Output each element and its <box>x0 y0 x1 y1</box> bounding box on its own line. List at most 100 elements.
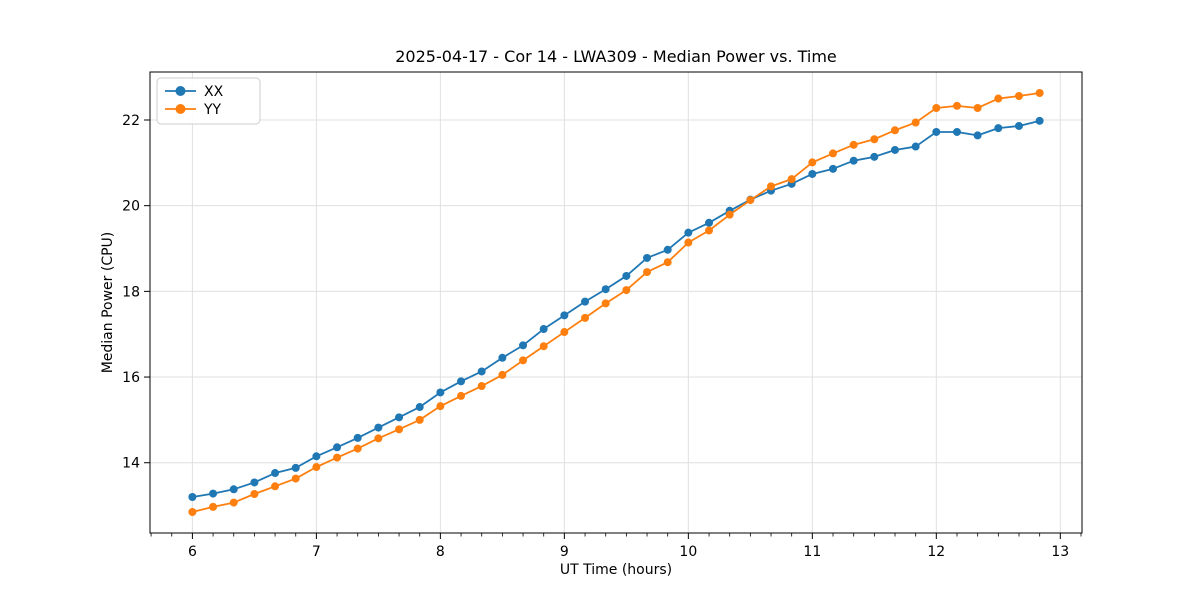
x-tick-label: 6 <box>188 544 197 560</box>
x-tick-label: 10 <box>679 544 697 560</box>
data-point <box>973 103 982 112</box>
x-ticks-group <box>191 533 1061 539</box>
chart-title: 2025-04-17 - Cor 14 - LWA309 - Median Po… <box>395 47 837 66</box>
data-point <box>684 228 693 237</box>
data-point <box>601 285 610 294</box>
data-point <box>787 175 796 184</box>
data-point <box>250 478 259 487</box>
x-tick-label: 9 <box>560 544 569 560</box>
x-tick-label: 8 <box>436 544 445 560</box>
legend-item-label: XX <box>204 84 224 100</box>
data-point <box>271 469 280 478</box>
data-point <box>994 94 1003 103</box>
data-point <box>725 210 734 219</box>
data-point <box>849 156 858 165</box>
data-point <box>622 271 631 280</box>
data-point <box>643 253 652 262</box>
data-point <box>829 149 837 158</box>
data-point <box>622 286 631 295</box>
data-point <box>601 299 610 308</box>
y-tick-label: 20 <box>122 199 140 215</box>
legend-marker <box>175 86 186 96</box>
data-point <box>911 118 920 127</box>
plot-background <box>150 72 1082 533</box>
y-ticks-group <box>144 119 150 464</box>
data-point <box>291 463 300 472</box>
data-point <box>643 268 652 277</box>
x-axis-label: UT Time (hours) <box>560 562 672 578</box>
data-point <box>539 342 548 351</box>
data-point <box>498 370 507 379</box>
data-point <box>1014 91 1023 100</box>
data-point <box>353 444 362 453</box>
x-tick-label: 13 <box>1051 544 1069 560</box>
data-point <box>560 311 569 320</box>
data-point <box>705 226 714 235</box>
data-point <box>395 425 404 434</box>
x-minor-ticks-group <box>150 533 1082 537</box>
y-tick-label: 22 <box>122 113 140 129</box>
y-tick-label: 18 <box>122 284 140 300</box>
data-point <box>808 158 817 167</box>
data-point <box>890 145 899 154</box>
data-point <box>457 391 466 400</box>
data-point <box>705 218 714 227</box>
data-point <box>581 313 590 322</box>
x-tick-label: 11 <box>803 544 821 560</box>
data-point <box>477 367 486 376</box>
data-point <box>663 245 672 254</box>
data-point <box>684 238 693 247</box>
data-point <box>581 297 590 306</box>
plot-frame <box>149 71 1083 534</box>
legend-marker <box>175 104 186 114</box>
data-point <box>229 485 238 494</box>
data-point <box>890 126 899 135</box>
y-tick-label: 14 <box>122 456 140 472</box>
data-point <box>808 169 817 178</box>
data-point <box>436 402 445 411</box>
data-point <box>353 433 362 442</box>
data-point <box>870 152 879 161</box>
data-point <box>291 474 300 483</box>
data-point <box>767 182 776 191</box>
data-point <box>746 196 755 205</box>
data-point <box>229 498 238 507</box>
x-tick-label: 7 <box>312 544 321 560</box>
data-point <box>188 493 197 502</box>
data-point <box>539 325 548 334</box>
data-point <box>333 453 342 462</box>
series-markers-yy <box>188 88 1044 517</box>
data-point <box>436 388 445 397</box>
data-point <box>188 508 197 517</box>
data-point <box>932 127 941 136</box>
data-point <box>870 135 879 144</box>
data-point <box>415 403 424 412</box>
data-point <box>477 382 486 391</box>
y-axis-label: Median Power (CPU) <box>100 232 116 374</box>
legend: XX YY <box>156 77 261 125</box>
y-tick-label: 16 <box>122 370 140 386</box>
data-point <box>415 415 424 424</box>
data-point <box>209 489 218 498</box>
data-point <box>1014 121 1023 130</box>
legend-item-label: YY <box>203 102 222 118</box>
grid-group <box>150 72 1082 533</box>
data-point <box>374 423 383 432</box>
data-point <box>952 127 961 136</box>
data-point <box>312 463 321 472</box>
data-point <box>829 164 837 173</box>
data-point <box>374 434 383 443</box>
data-point <box>457 377 466 386</box>
data-point <box>333 443 342 452</box>
data-point <box>849 140 858 149</box>
data-point <box>312 452 321 461</box>
data-point <box>1035 116 1044 125</box>
data-point <box>973 131 982 140</box>
data-point <box>932 103 941 112</box>
data-point <box>952 101 961 110</box>
data-point <box>994 124 1003 133</box>
data-point <box>395 413 404 422</box>
data-point <box>560 328 569 337</box>
